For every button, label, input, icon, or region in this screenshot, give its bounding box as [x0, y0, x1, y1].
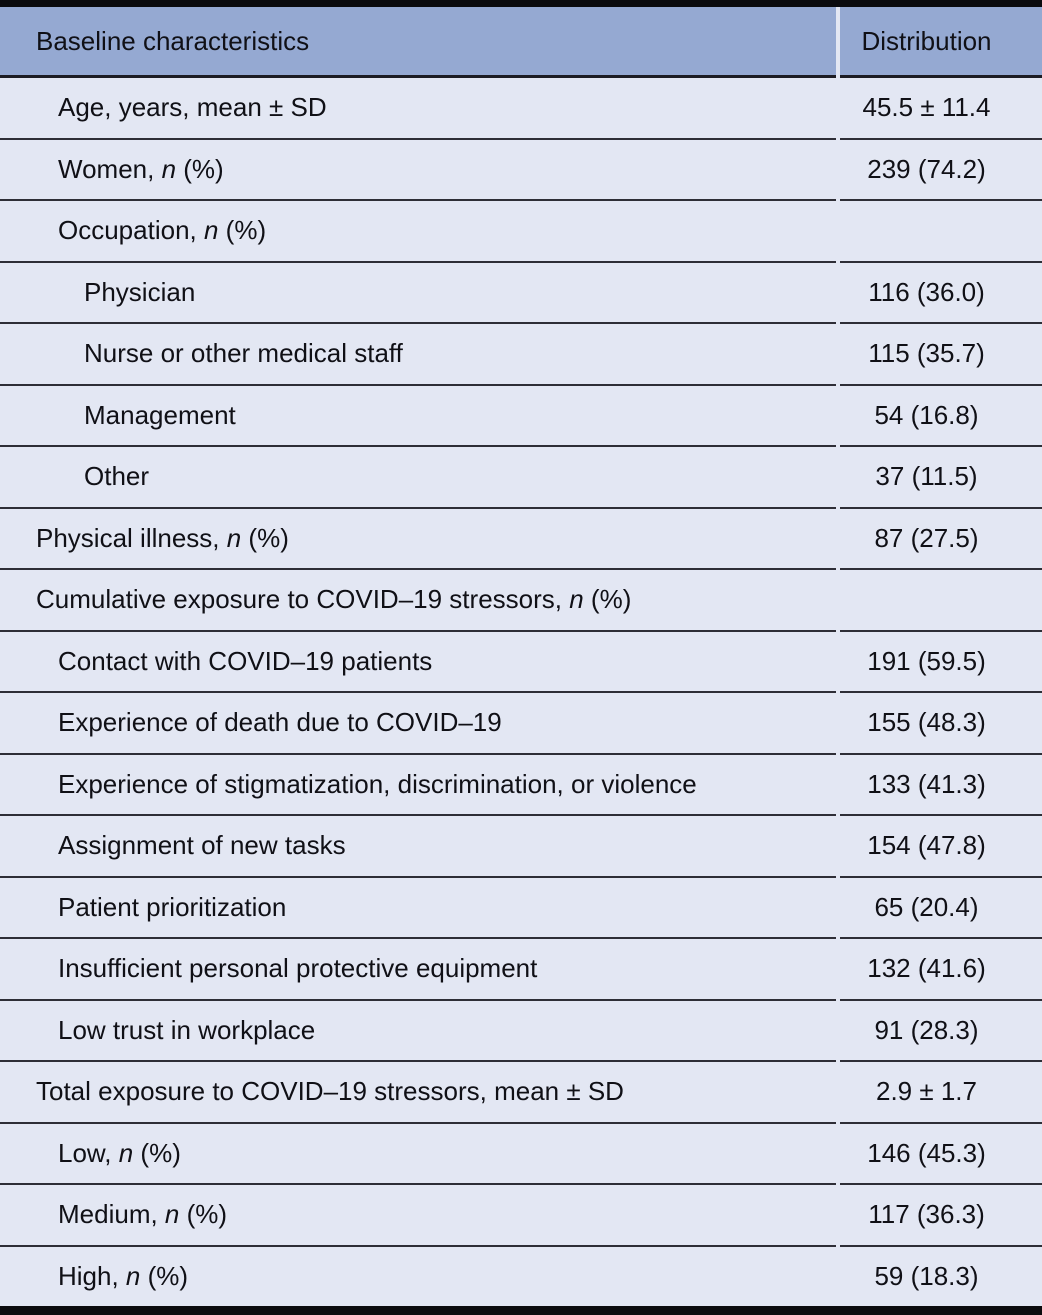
row-value: 37 (11.5): [840, 447, 1042, 509]
row-value: 117 (36.3): [840, 1185, 1042, 1247]
table-row: Nurse or other medical staff 115 (35.7): [0, 324, 1042, 386]
row-label: Age, years, mean ± SD: [0, 78, 836, 140]
row-label: Nurse or other medical staff: [0, 324, 836, 386]
table-row: Cumulative exposure to COVID–19 stressor…: [0, 570, 1042, 632]
row-label: Patient prioritization: [0, 878, 836, 939]
row-value: 132 (41.6): [840, 939, 1042, 1001]
row-value: 133 (41.3): [840, 755, 1042, 816]
row-label: Assignment of new tasks: [0, 816, 836, 878]
row-label: Medium, n (%): [0, 1185, 836, 1247]
row-value: 45.5 ± 11.4: [840, 78, 1042, 140]
row-value: 154 (47.8): [840, 816, 1042, 878]
row-value: 59 (18.3): [874, 1260, 979, 1291]
table-row: Women, n (%) 239 (74.2): [0, 140, 1042, 201]
row-label: Physical illness, n (%): [0, 509, 836, 570]
row-value: [840, 201, 1042, 263]
table-row: Medium, n (%) 117 (36.3): [0, 1185, 1042, 1247]
row-label: Low, n (%): [0, 1124, 836, 1185]
row-label: Other: [0, 447, 836, 509]
table-row: Experience of death due to COVID–19 155 …: [0, 693, 1042, 755]
row-value: [840, 570, 1042, 632]
table-header-row: Baseline characteristics Distribution: [0, 7, 1042, 78]
table-row: Insufficient personal protective equipme…: [0, 939, 1042, 1001]
table-row: Management 54 (16.8): [0, 386, 1042, 447]
table-row: Total exposure to COVID–19 stressors, me…: [0, 1062, 1042, 1124]
table-row: Low trust in workplace 91 (28.3): [0, 1001, 1042, 1062]
table-row: Physical illness, n (%) 87 (27.5): [0, 509, 1042, 570]
table-body: Age, years, mean ± SD 45.5 ± 11.4 Women,…: [0, 78, 1042, 1306]
row-label: Low trust in workplace: [0, 1001, 836, 1062]
row-label: Experience of stigmatization, discrimina…: [0, 755, 836, 816]
row-value: 54 (16.8): [840, 386, 1042, 447]
row-value: 65 (20.4): [840, 878, 1042, 939]
row-value: 115 (35.7): [840, 324, 1042, 386]
row-label: Women, n (%): [0, 140, 836, 201]
column-header-baseline-characteristics: Baseline characteristics: [0, 7, 836, 78]
row-label: Contact with COVID–19 patients: [0, 632, 836, 693]
row-value: 239 (74.2): [840, 140, 1042, 201]
row-value: 87 (27.5): [840, 509, 1042, 570]
row-label: Insufficient personal protective equipme…: [0, 939, 836, 1001]
row-label: High, n (%): [58, 1260, 189, 1291]
table-row: Patient prioritization 65 (20.4): [0, 878, 1042, 939]
table-row: Assignment of new tasks 154 (47.8): [0, 816, 1042, 878]
row-value: 91 (28.3): [840, 1001, 1042, 1062]
row-label: Occupation, n (%): [0, 201, 836, 263]
table-row: Age, years, mean ± SD 45.5 ± 11.4: [0, 78, 1042, 140]
column-header-distribution: Distribution: [840, 7, 1042, 78]
row-label: Physician: [0, 263, 836, 324]
table-row: Low, n (%) 146 (45.3): [0, 1124, 1042, 1185]
table-row: Contact with COVID–19 patients 191 (59.5…: [0, 632, 1042, 693]
row-value: 146 (45.3): [840, 1124, 1042, 1185]
row-value: 191 (59.5): [840, 632, 1042, 693]
row-label: Experience of death due to COVID–19: [0, 693, 836, 755]
table-row: Experience of stigmatization, discrimina…: [0, 755, 1042, 816]
table-row: Other 37 (11.5): [0, 447, 1042, 509]
table-row: Occupation, n (%): [0, 201, 1042, 263]
row-value: 155 (48.3): [840, 693, 1042, 755]
row-label: Management: [0, 386, 836, 447]
row-label: Total exposure to COVID–19 stressors, me…: [0, 1062, 836, 1124]
row-label: Cumulative exposure to COVID–19 stressor…: [0, 570, 836, 632]
row-value: 2.9 ± 1.7: [840, 1062, 1042, 1124]
table-row: Physician 116 (36.0): [0, 263, 1042, 324]
row-value: 116 (36.0): [840, 263, 1042, 324]
table-row: High, n (%) 59 (18.3): [0, 1247, 1042, 1307]
